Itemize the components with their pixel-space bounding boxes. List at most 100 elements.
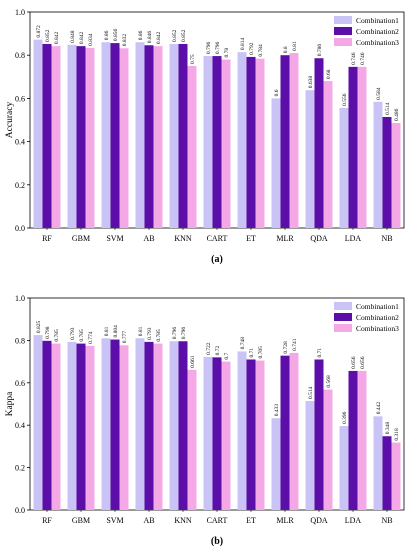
bar-combination2-ab [144, 45, 154, 228]
bar-combination1-nb [373, 101, 383, 228]
bar-combination2-qda [314, 58, 324, 228]
legend-label: Combination1 [356, 16, 399, 25]
data-label: 0.486 [394, 108, 400, 121]
data-label: 0.846 [147, 31, 153, 44]
legend-label: Combination2 [356, 27, 399, 36]
bar-combination2-knn [178, 43, 188, 228]
bar-combination3-knn [187, 369, 197, 510]
data-label: 0.7 [224, 352, 230, 359]
data-label: 0.746 [360, 52, 366, 65]
bar-combination1-et [237, 351, 247, 510]
bar-combination1-svm [101, 42, 111, 228]
data-label: 0.852 [172, 29, 178, 42]
bar-combination1-ab [135, 42, 145, 228]
x-tick-label: LDA [345, 234, 362, 243]
bar-combination3-et [255, 58, 265, 228]
data-label: 0.785 [79, 329, 85, 342]
bar-combination2-rf [42, 340, 52, 510]
data-label: 0.804 [113, 325, 119, 338]
data-label: 0.78 [224, 48, 230, 58]
data-label: 0.81 [138, 326, 144, 336]
bar-combination2-et [246, 359, 256, 510]
bar-combination2-cart [212, 357, 222, 510]
bar-combination2-et [246, 56, 256, 228]
data-label: 0.638 [308, 76, 314, 89]
panel-label: (a) [211, 254, 223, 265]
x-tick-label: SVM [106, 516, 123, 525]
data-label: 0.433 [274, 404, 280, 417]
bar-combination3-rf [51, 343, 61, 510]
bar-combination1-cart [203, 356, 213, 510]
bar-combination2-rf [42, 43, 52, 228]
bar-combination3-svm [119, 48, 129, 229]
y-tick-label: 0.6 [15, 379, 25, 388]
legend-swatch-combination1 [334, 16, 352, 24]
data-label: 0.872 [36, 25, 42, 38]
data-label: 0.792 [249, 42, 255, 55]
data-label: 0.748 [240, 337, 246, 350]
data-label: 0.8 [283, 46, 289, 53]
bar-combination1-svm [101, 338, 111, 510]
data-label: 0.656 [360, 356, 366, 369]
bar-combination1-knn [169, 341, 179, 510]
x-tick-label: CART [207, 516, 228, 525]
bar-combination3-lda [357, 66, 367, 228]
bar-combination3-mlr [289, 352, 299, 510]
data-label: 0.777 [122, 331, 128, 344]
data-label: 0.584 [376, 87, 382, 100]
data-label: 0.741 [292, 338, 298, 351]
bar-combination3-rf [51, 46, 61, 229]
data-label: 0.722 [206, 342, 212, 355]
bar-combination3-qda [323, 81, 333, 229]
x-tick-label: AB [143, 516, 154, 525]
y-tick-label: 0.8 [15, 336, 25, 345]
bar-combination2-mlr [280, 355, 290, 510]
x-tick-label: SVM [106, 234, 123, 243]
data-label: 0.568 [326, 375, 332, 388]
data-label: 0.728 [283, 341, 289, 354]
bar-combination3-cart [221, 59, 231, 228]
x-tick-label: NB [381, 234, 392, 243]
legend-label: Combination1 [356, 302, 399, 311]
data-label: 0.842 [156, 32, 162, 45]
bar-combination3-et [255, 360, 265, 510]
data-label: 0.793 [70, 327, 76, 340]
data-label: 0.656 [351, 356, 357, 369]
data-label: 0.793 [147, 327, 153, 340]
data-label: 0.814 [240, 38, 246, 51]
bar-combination2-svm [110, 43, 120, 228]
data-label: 0.72 [215, 345, 221, 355]
bar-combination1-nb [373, 416, 383, 510]
bar-combination1-qda [305, 90, 315, 228]
data-label: 0.848 [70, 30, 76, 43]
bar-combination1-gbm [67, 341, 77, 510]
bar-combination2-knn [178, 341, 188, 510]
panel-label: (b) [211, 536, 223, 547]
y-tick-label: 0.6 [15, 94, 25, 103]
y-tick-label: 0.2 [15, 181, 25, 190]
data-label: 0.796 [181, 327, 187, 340]
data-label: 0.71 [249, 348, 255, 358]
data-label: 0.786 [317, 44, 323, 57]
data-label: 0.81 [292, 41, 298, 51]
x-tick-label: AB [143, 234, 154, 243]
data-label: 0.796 [215, 41, 221, 54]
y-tick-label: 0.0 [15, 506, 25, 515]
bar-combination2-gbm [76, 343, 86, 510]
legend: Combination1 Combination2 Combination3 [334, 302, 399, 333]
x-tick-label: MLR [276, 234, 294, 243]
bar-combination1-qda [305, 401, 315, 510]
data-label: 0.318 [394, 428, 400, 441]
data-label: 0.746 [351, 52, 357, 65]
data-label: 0.842 [79, 32, 85, 45]
x-tick-label: GBM [72, 516, 90, 525]
data-label: 0.514 [308, 386, 314, 399]
bar-combination3-nb [391, 123, 401, 228]
x-tick-label: QDA [310, 516, 328, 525]
bar-combination2-ab [144, 341, 154, 510]
y-axis-label: Kappa [5, 391, 15, 417]
y-tick-label: 0.2 [15, 464, 25, 473]
y-tick-label: 0.4 [15, 138, 25, 147]
data-label: 0.784 [258, 44, 264, 57]
